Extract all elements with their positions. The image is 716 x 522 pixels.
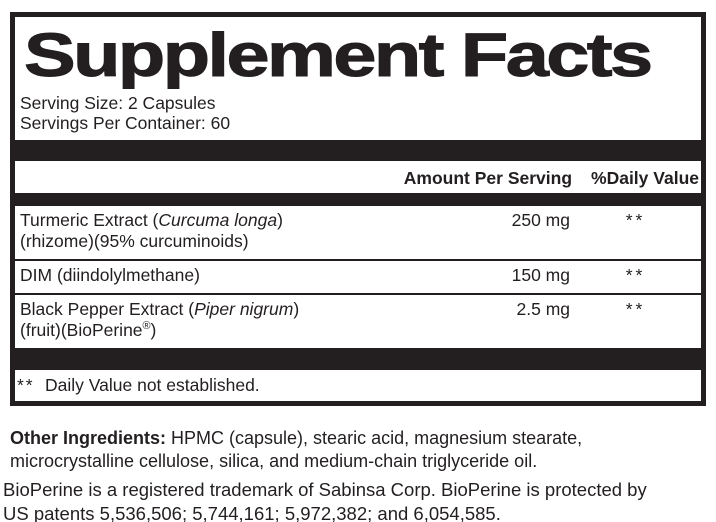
ingredient-amount: 150 mg bbox=[511, 265, 570, 285]
ingredient-name-text: Black Pepper Extract ( bbox=[20, 299, 195, 319]
ingredient-name: Turmeric Extract (Curcuma longa) (rhizom… bbox=[15, 210, 455, 252]
ingredient-name: DIM (diindolylmethane) bbox=[15, 265, 455, 286]
trademark-notice: BioPerine is a registered trademark of S… bbox=[3, 478, 647, 522]
other-ingredients-label: Other Ingredients: bbox=[10, 428, 167, 448]
footnote-symbol: ** bbox=[17, 375, 35, 395]
supplement-facts-panel: Supplement Facts Serving Size: 2 Capsule… bbox=[10, 12, 706, 406]
ingredient-name-line1: DIM (diindolylmethane) bbox=[20, 265, 200, 285]
footnote-text: Daily Value not established. bbox=[45, 375, 260, 395]
ingredient-latin-name: Piper nigrum bbox=[194, 299, 294, 319]
daily-value-footnote: ** Daily Value not established. bbox=[15, 370, 701, 401]
ingredient-name-line1: Black Pepper Extract (Piper nigrum) bbox=[20, 299, 455, 320]
column-header-amount: Amount Per Serving bbox=[403, 168, 573, 188]
ingredient-daily-value: ** bbox=[625, 299, 646, 319]
ingredient-line2-text: (fruit)(BioPerine bbox=[20, 320, 143, 340]
other-ingredients-text: HPMC (capsule), stearic acid, magnesium … bbox=[10, 428, 583, 471]
ingredient-rows: Turmeric Extract (Curcuma longa) (rhizom… bbox=[15, 206, 701, 348]
ingredient-line2-text-end: ) bbox=[150, 320, 157, 340]
ingredient-daily-value: ** bbox=[625, 265, 646, 285]
column-header-row: Amount Per Serving %Daily Value bbox=[15, 161, 701, 193]
other-ingredients: Other Ingredients: HPMC (capsule), stear… bbox=[10, 427, 655, 472]
servings-per-container: Servings Per Container: 60 bbox=[20, 113, 231, 133]
divider-bar-medium bbox=[15, 193, 701, 206]
panel-title: Supplement Facts bbox=[23, 21, 653, 90]
ingredient-latin-name: Curcuma longa bbox=[158, 210, 278, 230]
registered-trademark-symbol: ® bbox=[142, 320, 151, 333]
ingredient-name-line2: (fruit)(BioPerine®) bbox=[20, 320, 455, 341]
ingredient-name: Black Pepper Extract (Piper nigrum) (fru… bbox=[15, 299, 455, 341]
ingredient-name-text-end: ) bbox=[293, 299, 300, 319]
ingredient-daily-value: ** bbox=[625, 210, 646, 230]
ingredient-name-line1: Turmeric Extract (Curcuma longa) bbox=[20, 210, 455, 231]
ingredient-amount: 250 mg bbox=[511, 210, 570, 230]
ingredient-name-text: Turmeric Extract ( bbox=[20, 210, 159, 230]
ingredient-row-dim: DIM (diindolylmethane) 150 mg ** bbox=[15, 259, 701, 293]
ingredient-amount: 2.5 mg bbox=[516, 299, 571, 319]
serving-size: Serving Size: 2 Capsules bbox=[20, 93, 216, 113]
ingredient-name-line2: (rhizome)(95% curcuminoids) bbox=[20, 231, 249, 251]
panel-title-wrap: Supplement Facts bbox=[15, 17, 701, 93]
divider-bar-thick-bottom bbox=[15, 348, 701, 370]
ingredient-row-black-pepper: Black Pepper Extract (Piper nigrum) (fru… bbox=[15, 293, 701, 348]
divider-bar-thick-top bbox=[15, 140, 701, 161]
ingredient-name-text-end: ) bbox=[277, 210, 283, 230]
ingredient-row-turmeric: Turmeric Extract (Curcuma longa) (rhizom… bbox=[15, 206, 701, 259]
column-header-daily-value: %Daily Value bbox=[591, 168, 699, 188]
